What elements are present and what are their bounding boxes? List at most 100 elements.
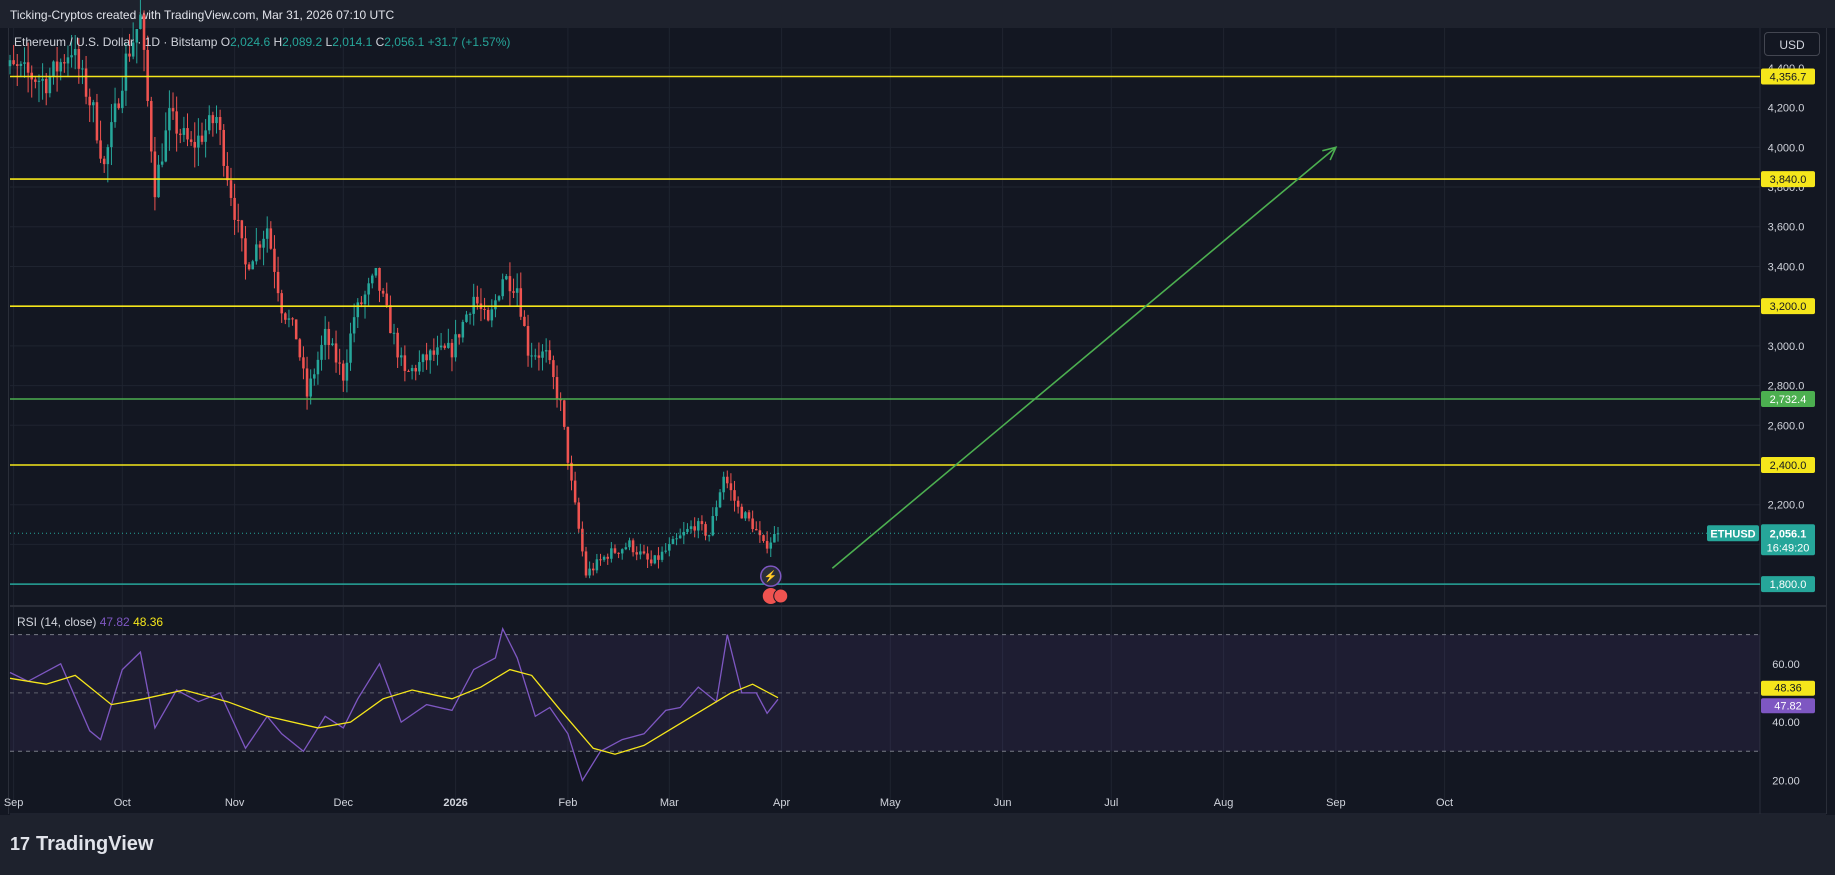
candle-body [436, 347, 439, 355]
candle-body [121, 90, 124, 109]
candle-body [262, 238, 265, 248]
candle-body [146, 49, 149, 102]
candle-body [476, 296, 479, 304]
event-marker-icon[interactable] [760, 565, 782, 587]
level-price-label: 2,400.0 [1770, 460, 1807, 472]
candle-body [751, 518, 754, 530]
candle-body [106, 147, 110, 165]
candle-body [541, 351, 544, 358]
symbol-legend[interactable]: Ethereum / U.S. Dollar · 1D · Bitstamp O… [14, 35, 510, 49]
rsi-value-tag [1761, 698, 1815, 714]
bar-countdown-label: 16:49:20 [1767, 542, 1810, 554]
candle-body [700, 521, 704, 525]
symbol-name[interactable]: Ethereum / U.S. Dollar · 1D · Bitstamp [14, 35, 218, 49]
candle-body [338, 362, 341, 364]
candle-body [95, 102, 99, 141]
candle-body [81, 68, 84, 70]
candle-body [457, 334, 461, 338]
candle-body [610, 548, 613, 559]
candle-body [519, 288, 523, 317]
rsi-line[interactable] [9, 626, 779, 782]
projection-arrow-line[interactable] [831, 146, 1337, 569]
chart-caption: Ticking-Cryptos created with TradingView… [10, 8, 395, 22]
x-axis-tick: Feb [558, 797, 577, 809]
candle-body [443, 345, 446, 348]
rsi-ma-line[interactable] [9, 668, 779, 755]
candle-body [733, 490, 736, 501]
candle-body [280, 293, 283, 314]
candle-body [291, 318, 294, 320]
candle-body [34, 79, 37, 82]
candle-body [389, 305, 392, 334]
change-value: +31.7 (+1.57%) [427, 35, 511, 49]
price-axis-tick: 4,000.0 [1768, 142, 1805, 154]
candle-body [646, 553, 649, 560]
candle-body [331, 343, 334, 345]
candle-body [197, 135, 200, 148]
price-axis-tick: 2,600.0 [1768, 420, 1805, 432]
candle-body [660, 551, 664, 560]
candle-body [178, 133, 182, 135]
level-price-tag [1761, 298, 1815, 315]
chart-frame[interactable] [8, 28, 1827, 814]
candle-body [189, 139, 193, 142]
candle-body [77, 49, 81, 69]
tradingview-mark-icon: 17 [10, 834, 31, 854]
candle-body [530, 355, 533, 357]
candle-body [490, 309, 494, 321]
candle-body [399, 355, 403, 358]
tradingview-wordmark: TradingView [36, 833, 154, 855]
candle-body [613, 548, 617, 553]
candle-body [729, 483, 733, 491]
rsi-label[interactable]: RSI (14, close) [17, 615, 97, 629]
candle-body [139, 14, 142, 29]
candle-body [628, 540, 631, 548]
rsi-legend[interactable]: RSI (14, close) 47.82 48.36 [17, 615, 163, 629]
candle-body [726, 476, 729, 484]
candle-body [534, 355, 537, 357]
rsi-axis-tick: 40.00 [1772, 717, 1800, 729]
candle-body [70, 55, 73, 58]
candle-body [447, 342, 450, 348]
high-label: H [273, 35, 283, 49]
currency-button[interactable]: USD [1764, 32, 1820, 56]
candle-body [363, 294, 367, 305]
candle-body [356, 302, 360, 318]
tradingview-logo[interactable]: 17 TradingView [10, 833, 153, 856]
x-axis-tick: Sep [4, 797, 24, 809]
candle-body [294, 319, 298, 340]
candle-body [55, 61, 59, 72]
candle-body [494, 300, 497, 310]
lightning-icon: ⚡ [764, 570, 778, 583]
candle-body [59, 62, 62, 72]
candle-body [501, 279, 504, 297]
candle-body [8, 60, 12, 67]
candle-body [410, 368, 414, 372]
candle-body [762, 535, 765, 542]
candle-body [639, 551, 642, 555]
candle-body [599, 559, 602, 561]
economic-event-icon[interactable] [773, 588, 789, 604]
candle-body [682, 531, 686, 536]
candle-body [320, 344, 323, 360]
candle-body [37, 80, 41, 82]
candle-body [73, 49, 77, 56]
candle-body [707, 535, 711, 537]
candle-body [323, 328, 327, 345]
candle-body [686, 528, 689, 532]
candle-body [352, 317, 356, 334]
candle-body [233, 197, 236, 220]
candle-body [483, 308, 486, 310]
candle-body [276, 271, 280, 294]
candle-body [247, 264, 251, 270]
candle-body [497, 296, 501, 301]
rsi-ma-value: 48.36 [133, 615, 164, 629]
candle-body [164, 130, 168, 162]
candle-body [418, 362, 421, 372]
rsi-ma-tag-label: 48.36 [1774, 683, 1802, 695]
candle-body [715, 507, 718, 517]
projection-arrow-head [1322, 146, 1338, 161]
candle-body [671, 539, 675, 545]
candle-body [313, 374, 316, 379]
